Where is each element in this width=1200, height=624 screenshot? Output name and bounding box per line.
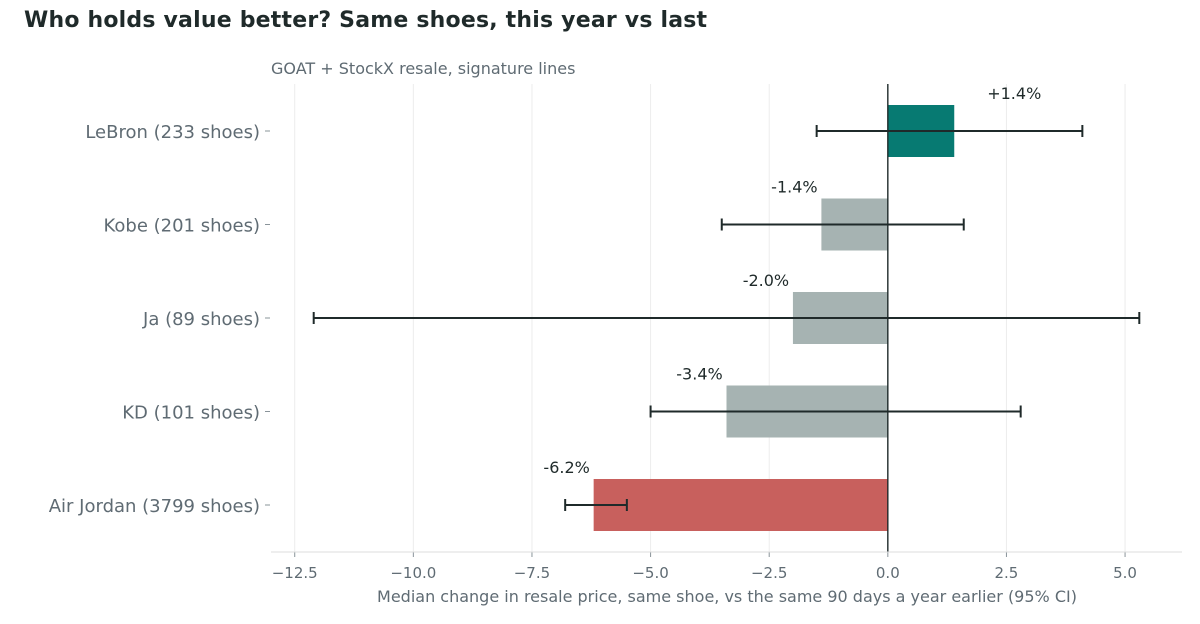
x-tick-label: 0.0 [876, 564, 900, 582]
chart-subtitle: GOAT + StockX resale, signature lines [271, 59, 575, 78]
x-tick-label: −12.5 [272, 564, 318, 582]
category-label: Ja (89 shoes) [142, 309, 260, 330]
category-label: Kobe (201 shoes) [103, 216, 260, 237]
x-tick-label: −5.0 [632, 564, 668, 582]
x-axis-label: Median change in resale price, same shoe… [377, 587, 1077, 606]
data-label: -2.0% [743, 271, 789, 290]
category-label: LeBron (233 shoes) [85, 122, 260, 143]
data-label: +1.4% [987, 84, 1041, 103]
x-tick-label: −10.0 [390, 564, 436, 582]
category-label: KD (101 shoes) [122, 403, 260, 424]
data-label: -1.4% [771, 178, 817, 197]
bar-layer: +1.4% -1.4% -2.0% -3.4% -6.2% [312, 84, 1141, 552]
data-label: -6.2% [543, 458, 589, 477]
x-tick-label: 2.5 [995, 564, 1019, 582]
chart-title: Who holds value better? Same shoes, this… [24, 8, 708, 33]
bar [593, 479, 888, 531]
category-label: Air Jordan (3799 shoes) [49, 496, 260, 517]
x-tick-label: −7.5 [514, 564, 550, 582]
x-tick-label: −2.5 [751, 564, 787, 582]
axis-layer: −12.5 −10.0 −7.5 −5.0 −2.5 0.0 2.5 5.0 LeBron (2… [49, 122, 1182, 582]
data-label: -3.4% [676, 365, 722, 384]
x-tick-label: 5.0 [1113, 564, 1137, 582]
